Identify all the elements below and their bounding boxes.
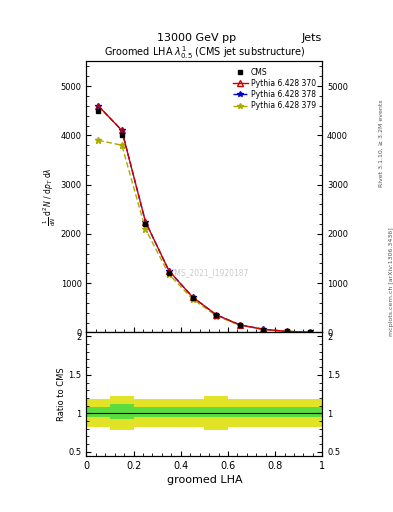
Text: CMS_2021_I1920187: CMS_2021_I1920187 [169,268,249,278]
Legend: CMS, Pythia 6.428 370, Pythia 6.428 378, Pythia 6.428 379: CMS, Pythia 6.428 370, Pythia 6.428 378,… [230,65,318,113]
Y-axis label: Ratio to CMS: Ratio to CMS [57,367,66,421]
Text: Jets: Jets [302,33,322,44]
Text: Rivet 3.1.10, ≥ 3.2M events: Rivet 3.1.10, ≥ 3.2M events [379,99,384,187]
Y-axis label: $\frac{1}{\mathrm{d}N}$ $\mathrm{d}^2N$ / $\mathrm{d}p_T$ $\mathrm{d}\lambda$: $\frac{1}{\mathrm{d}N}$ $\mathrm{d}^2N$ … [42,167,58,226]
Title: Groomed LHA $\lambda^1_{0.5}$ (CMS jet substructure): Groomed LHA $\lambda^1_{0.5}$ (CMS jet s… [104,45,305,61]
Text: mcplots.cern.ch [arXiv:1306.3436]: mcplots.cern.ch [arXiv:1306.3436] [389,227,393,336]
Text: 13000 GeV pp: 13000 GeV pp [157,33,236,44]
X-axis label: groomed LHA: groomed LHA [167,475,242,485]
